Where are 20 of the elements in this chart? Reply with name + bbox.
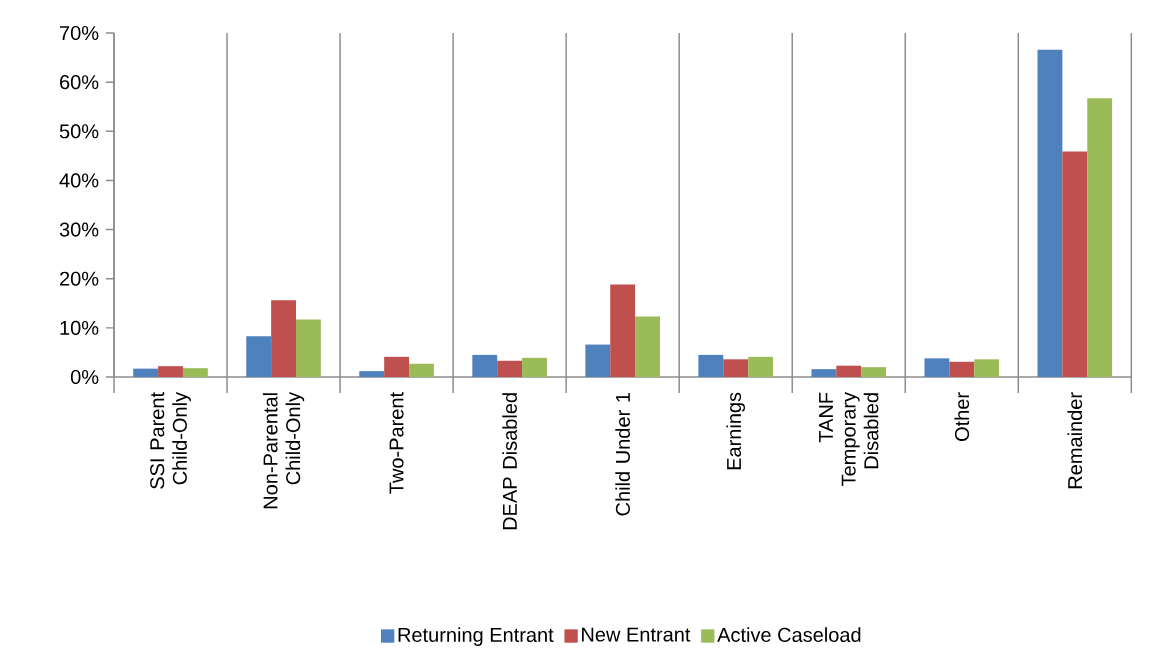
legend-label: Returning Entrant	[398, 627, 554, 646]
y-tick-label: 10%	[60, 320, 99, 335]
legend-label: New Entrant	[582, 627, 691, 642]
y-tick-label: 30%	[59, 222, 99, 237]
x-tick-label: TANF Temporary Disabled	[819, 391, 879, 486]
x-tick-label: Non-Parental Child-Only	[262, 392, 305, 509]
y-tick-label: 40%	[59, 173, 99, 188]
x-tick-label: Two-Parent	[389, 392, 404, 494]
y-tick-label: 60%	[60, 75, 99, 90]
y-tick-label: 70%	[60, 25, 99, 41]
x-tick-label: Remainder	[1067, 392, 1083, 489]
y-tick-label: 50%	[59, 124, 99, 139]
x-tick-label: SSI Parent Child-Only	[150, 392, 191, 489]
y-tick-label: 0%	[70, 369, 99, 385]
legend-label: Active Caseload	[717, 627, 861, 642]
x-tick-label: DEAP Disabled	[502, 393, 517, 530]
y-tick-label: 20%	[60, 271, 99, 286]
x-tick-label: Other	[954, 392, 970, 442]
x-tick-label: Child Under 1	[615, 392, 630, 516]
x-tick-label: Earnings	[726, 392, 746, 470]
